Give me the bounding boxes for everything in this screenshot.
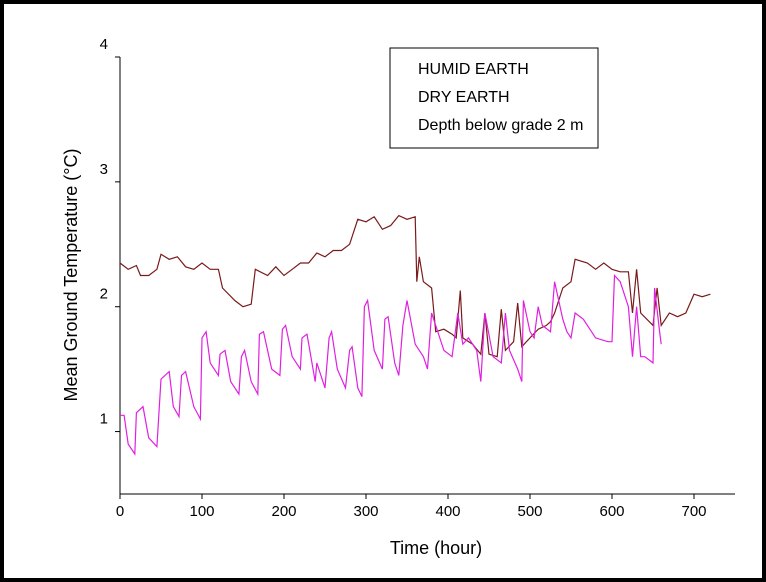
y-tick-label: 1 <box>100 411 108 428</box>
y-tick-label: 2 <box>100 286 108 303</box>
series-line <box>119 214 711 358</box>
series-line <box>120 274 662 456</box>
x-tick-label: 400 <box>435 503 460 520</box>
x-tick-label: 500 <box>517 503 542 520</box>
legend-label: DRY EARTH <box>418 89 510 106</box>
legend-box <box>389 47 599 149</box>
x-tick-label: 600 <box>599 503 624 520</box>
x-tick-label: 100 <box>189 503 214 520</box>
x-tick-label: 300 <box>353 503 378 520</box>
annotation: Depth below grade 2 m <box>418 117 583 134</box>
x-tick-label: 700 <box>681 503 706 520</box>
x-tick-label: 200 <box>271 503 296 520</box>
y-tick-label: 3 <box>100 161 108 178</box>
y-tick-label: 4 <box>100 36 108 53</box>
x-axis-label: Time (hour) <box>390 538 482 558</box>
legend-label: HUMID EARTH <box>418 61 529 78</box>
x-tick-label: 0 <box>116 503 124 520</box>
y-axis-label: Mean Ground Temperature (°C) <box>61 149 81 402</box>
